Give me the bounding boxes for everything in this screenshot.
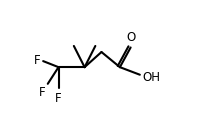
Text: O: O — [126, 31, 135, 44]
Text: F: F — [39, 86, 46, 99]
Text: F: F — [34, 54, 41, 67]
Text: F: F — [55, 92, 62, 105]
Text: OH: OH — [142, 70, 160, 84]
